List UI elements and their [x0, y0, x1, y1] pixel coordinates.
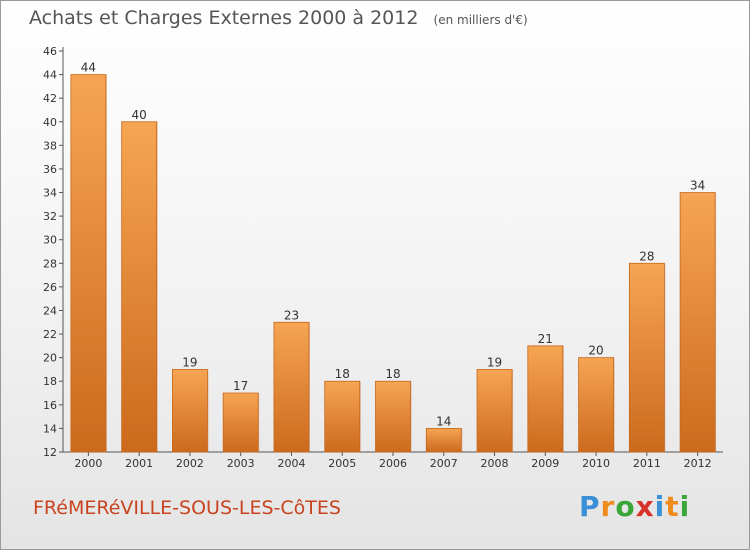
- y-tick-label: 22: [43, 328, 57, 341]
- y-tick-label: 12: [43, 446, 57, 459]
- bar-value-label: 20: [588, 344, 603, 358]
- bar-2011: [628, 262, 665, 453]
- x-tick-label: 2012: [684, 457, 712, 470]
- x-tick-label: 2000: [74, 457, 102, 470]
- bar-value-label: 17: [233, 379, 248, 393]
- y-tick-label: 30: [43, 234, 57, 247]
- x-tick-label: 2010: [582, 457, 610, 470]
- y-tick-label: 42: [43, 92, 57, 105]
- bar-value-label: 18: [335, 367, 350, 381]
- bar-value-label: 18: [385, 367, 400, 381]
- bar-2007: [425, 428, 462, 453]
- y-tick-label: 40: [43, 116, 57, 129]
- y-tick-label: 36: [43, 163, 57, 176]
- labels: 44 2000 40 2001 19 2002 17 2003 23 2004 18 2005 18 20…: [74, 61, 711, 470]
- x-tick-label: 2005: [328, 457, 356, 470]
- bar-value-label: 14: [436, 414, 451, 428]
- bar-value-label: 40: [132, 108, 147, 122]
- logo-letter: P: [579, 490, 601, 523]
- bar-2000: [70, 74, 107, 453]
- x-tick-label: 2008: [481, 457, 509, 470]
- logo-letter: i: [679, 490, 691, 523]
- y-tick-label: 38: [43, 139, 57, 152]
- proxiti-logo: Proxiti: [579, 490, 690, 523]
- bar-2002: [172, 369, 208, 453]
- title-row: Achats et Charges Externes 2000 à 2012 (…: [29, 7, 528, 29]
- logo-letter: o: [615, 490, 636, 523]
- y-tick-label: 16: [43, 399, 57, 412]
- bar-value-label: 21: [538, 332, 553, 346]
- y-tick-label: 18: [43, 375, 57, 388]
- chart-subtitle: (en milliers d'€): [433, 13, 528, 27]
- y-tick-label: 24: [43, 304, 57, 317]
- chart-title: Achats et Charges Externes 2000 à 2012: [29, 7, 419, 29]
- x-tick-label: 2007: [430, 457, 458, 470]
- logo-letter: i: [654, 490, 666, 523]
- place-name: FRéMERéVILLE-SOUS-LES-CôTES: [33, 497, 341, 519]
- bar-value-label: 28: [639, 249, 654, 263]
- logo-letter: x: [635, 490, 655, 523]
- x-tick-label: 2003: [227, 457, 255, 470]
- y-tick-label: 34: [43, 187, 57, 200]
- bar-2004: [273, 321, 310, 453]
- x-tick-label: 2002: [176, 457, 204, 470]
- y-tick-label: 20: [43, 352, 57, 365]
- logo-letter: t: [665, 490, 680, 523]
- x-tick-label: 2004: [277, 457, 305, 470]
- y-tick-label: 32: [43, 210, 57, 223]
- logo-letter: r: [600, 490, 616, 523]
- x-tick-label: 2001: [125, 457, 153, 470]
- bar-2012: [679, 192, 716, 453]
- bar-2008: [476, 369, 513, 453]
- bar-value-label: 19: [182, 355, 197, 369]
- bar-2005: [324, 380, 361, 453]
- y-tick-label: 14: [43, 422, 57, 435]
- bar-2010: [578, 357, 614, 453]
- bars: [70, 74, 717, 453]
- y-tick-label: 46: [43, 45, 57, 58]
- bar-2009: [527, 345, 564, 453]
- y-tick-label: 44: [43, 69, 57, 82]
- bar-value-label: 23: [284, 308, 299, 322]
- bar-2006: [375, 380, 411, 453]
- y-tick-label: 26: [43, 281, 57, 294]
- y-tick-label: 28: [43, 257, 57, 270]
- bar-value-label: 34: [690, 179, 705, 193]
- bar-value-label: 19: [487, 355, 502, 369]
- bar-value-label: 44: [81, 61, 96, 75]
- x-tick-label: 2006: [379, 457, 407, 470]
- bar-2001: [121, 121, 158, 453]
- bar-2003: [222, 392, 259, 453]
- x-tick-label: 2009: [531, 457, 559, 470]
- x-tick-label: 2011: [633, 457, 661, 470]
